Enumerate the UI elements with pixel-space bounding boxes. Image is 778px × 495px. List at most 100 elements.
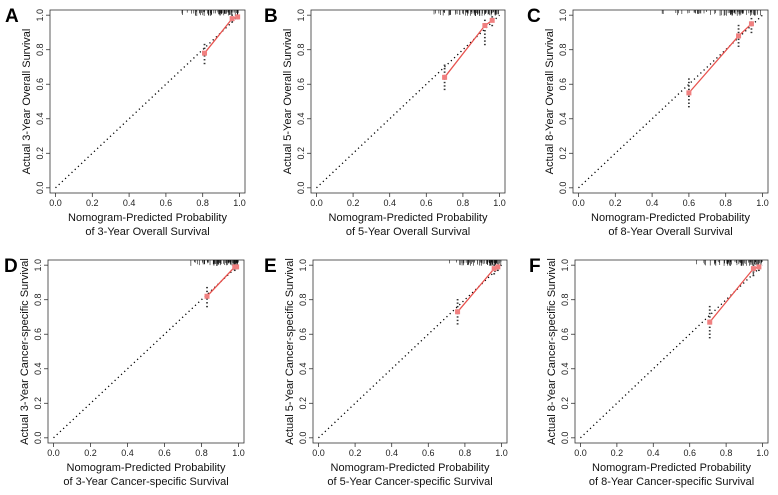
y-tick-label: 0.2: [296, 147, 306, 160]
confidence-interval-mark: [231, 21, 234, 23]
y-tick-label: 0.4: [558, 113, 568, 126]
panel-letter: D: [4, 256, 18, 277]
confidence-interval-mark: [443, 88, 446, 91]
confidence-interval-mark: [443, 81, 446, 84]
confidence-interval-mark: [752, 264, 755, 266]
confidence-interval-mark: [708, 333, 711, 335]
confidence-interval-mark: [687, 102, 690, 104]
calibration-panel-d: D 0.0 0.2 0.4 0.6 0.8 1.0 0.0 0.2 0.4 0.6 0.8 1.0 Nom…: [4, 256, 245, 488]
calibration-point: [229, 16, 235, 22]
x-tick-label: 0.0: [47, 448, 60, 458]
ideal-diagonal-line: [318, 264, 502, 439]
confidence-interval-mark: [456, 323, 459, 325]
plot-area: [574, 259, 769, 444]
confidence-interval-mark: [687, 99, 690, 101]
y-axis-label: Actual 8-Year Overall Survival: [544, 29, 556, 175]
confidence-interval-mark: [206, 290, 208, 293]
y-axis-label: Actual 5-Year Overall Survival: [282, 29, 294, 175]
plot-area: [572, 9, 769, 194]
x-axis-label: of 5-Year Cancer-specific Survival: [327, 476, 492, 488]
calibration-panel-e: E 0.0 0.2 0.4 0.6 0.8 1.0 0.0 0.2 0.4 0.6 0.8 1.0 Nom…: [264, 256, 508, 488]
x-tick-label: 0.2: [84, 448, 97, 458]
x-tick-label: 0.8: [457, 198, 470, 208]
calibration-line: [709, 266, 760, 323]
confidence-interval-mark: [443, 71, 446, 73]
x-tick-label: 0.0: [574, 448, 587, 458]
y-tick-label: 0.4: [296, 113, 306, 126]
x-tick-label: 0.8: [195, 448, 208, 458]
confidence-interval-mark: [737, 24, 740, 27]
confidence-interval-mark: [708, 330, 711, 332]
x-tick-label: 0.8: [196, 198, 209, 208]
x-tick-label: 0.6: [420, 198, 433, 208]
x-tick-label: 0.6: [160, 198, 173, 208]
panel-letter: C: [527, 6, 541, 27]
calibration-point: [707, 319, 713, 325]
y-tick-label: 0.0: [296, 182, 306, 195]
x-axis-label: Nomogram-Predicted Probability: [592, 462, 751, 474]
calibration-point: [202, 50, 208, 56]
x-tick-label: 0.4: [646, 198, 659, 208]
confidence-interval-mark: [203, 43, 206, 46]
ideal-diagonal-line: [53, 264, 239, 439]
x-tick-label: 0.4: [121, 448, 134, 458]
confidence-interval-mark: [737, 42, 740, 44]
confidence-interval-mark: [203, 59, 206, 61]
confidence-interval-mark: [708, 326, 711, 329]
calibration-point: [686, 90, 692, 96]
x-tick-label: 0.6: [422, 448, 435, 458]
y-tick-label: 0.8: [33, 293, 43, 306]
panel-letter: E: [264, 256, 277, 277]
x-tick-label: 0.2: [349, 448, 362, 458]
rug-marks: [696, 260, 763, 266]
calibration-point: [495, 264, 501, 270]
confidence-interval-mark: [483, 33, 486, 35]
confidence-interval-mark: [687, 85, 690, 87]
y-tick-label: 0.4: [35, 113, 45, 126]
x-tick-label: 1.0: [233, 198, 246, 208]
confidence-interval-mark: [206, 286, 208, 289]
ideal-diagonal-line: [55, 14, 240, 189]
y-tick-label: 0.0: [33, 432, 43, 445]
confidence-interval-mark: [750, 28, 753, 30]
confidence-interval-mark: [456, 319, 459, 322]
y-tick-label: 0.2: [35, 147, 45, 160]
x-tick-label: 0.4: [385, 448, 398, 458]
confidence-interval-mark: [456, 316, 459, 318]
confidence-interval-mark: [203, 55, 206, 57]
y-tick-label: 0.8: [560, 293, 570, 306]
panel-letter: F: [529, 256, 541, 277]
calibration-point: [235, 14, 241, 20]
x-axis-label: of 3-Year Cancer-specific Survival: [63, 476, 228, 488]
x-axis-label: Nomogram-Predicted Probability: [68, 212, 227, 224]
x-tick-label: 0.4: [123, 198, 136, 208]
confidence-interval-mark: [493, 273, 496, 275]
confidence-interval-mark: [483, 40, 486, 42]
confidence-interval-mark: [750, 31, 753, 34]
calibration-point: [756, 264, 762, 270]
confidence-interval-mark: [443, 67, 446, 70]
confidence-interval-mark: [483, 36, 486, 39]
y-tick-label: 0.2: [298, 397, 308, 410]
confidence-interval-mark: [203, 62, 206, 65]
calibration-panel-a: A 0.0 0.2 0.4 0.6 0.8 1.0 0.0 0.2 0.4 0.6 0.8 1.0 Nom…: [5, 6, 246, 238]
confidence-interval-mark: [456, 305, 459, 308]
y-tick-label: 0.8: [296, 43, 306, 56]
x-tick-label: 1.0: [493, 198, 506, 208]
y-tick-label: 0.2: [33, 397, 43, 410]
calibration-line: [688, 23, 752, 94]
y-tick-label: 0.2: [558, 147, 568, 160]
y-tick-label: 0.6: [558, 78, 568, 91]
confidence-interval-mark: [750, 17, 753, 20]
calibration-point: [234, 264, 240, 270]
y-axis-label: Actual 3-Year Cancer-specific Survival: [19, 258, 31, 445]
confidence-interval-mark: [483, 19, 486, 22]
plot-area: [312, 259, 508, 444]
confidence-interval-mark: [687, 88, 690, 91]
x-tick-label: 0.6: [158, 448, 171, 458]
y-tick-label: 0.2: [560, 397, 570, 410]
calibration-point: [491, 266, 497, 272]
rug-marks: [449, 260, 502, 266]
x-tick-label: 0.4: [647, 448, 660, 458]
rug-marks: [181, 10, 239, 16]
